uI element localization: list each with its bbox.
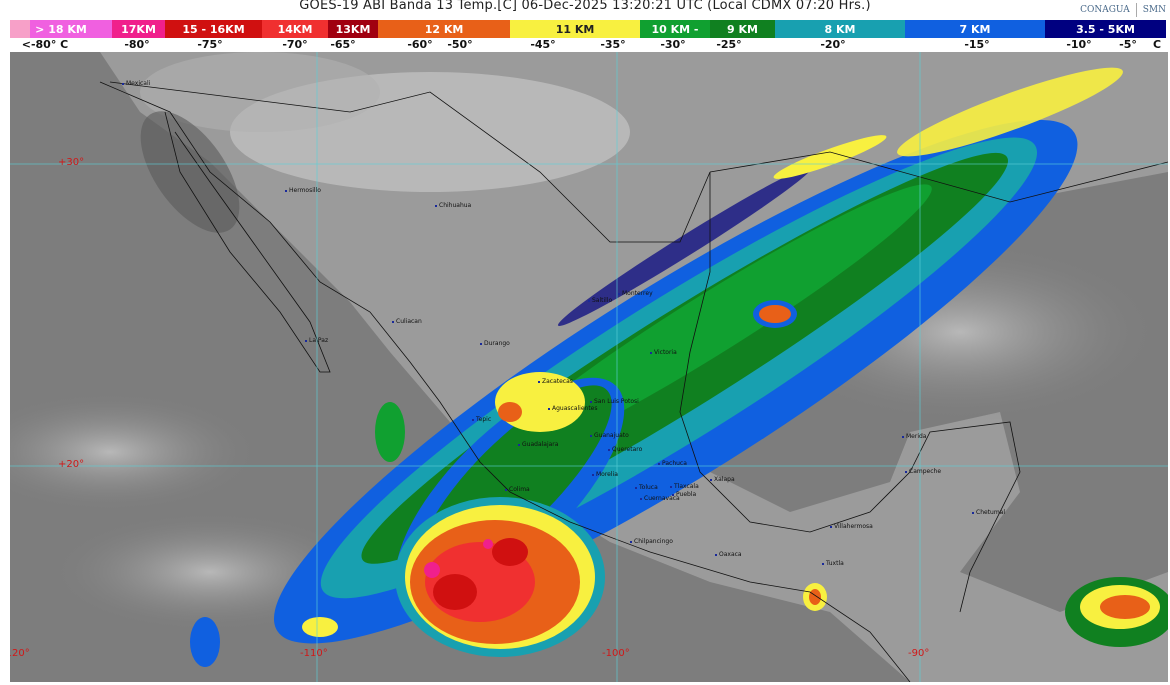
city-label: Campeche xyxy=(905,468,941,475)
city-label: Queretaro xyxy=(608,446,642,453)
legend-segment: 7 KM xyxy=(905,20,1045,38)
city-label: Guanajuato xyxy=(590,432,629,439)
city-label: Puebla xyxy=(672,491,696,498)
lat-label-30: +30° xyxy=(58,157,85,168)
cloud-layer xyxy=(10,52,1168,682)
city-label: Tlaxcala xyxy=(670,483,699,490)
city-label: Morelia xyxy=(592,471,618,478)
temperature-label: -80° xyxy=(124,38,150,51)
lat-label-20: +20° xyxy=(58,459,85,470)
legend-segment: 9 KM xyxy=(710,20,775,38)
logo-divider xyxy=(1135,3,1137,17)
city-label: Aguascalientes xyxy=(548,405,598,412)
city-label: Xalapa xyxy=(710,476,735,483)
temperature-label: -60° xyxy=(407,38,433,51)
temperature-label: -50° xyxy=(447,38,473,51)
city-label: Guadalajara xyxy=(518,441,558,448)
city-label: Colima xyxy=(505,486,530,493)
legend-segment: 15 - 16KM xyxy=(165,20,262,38)
lon-label-90: -90° xyxy=(908,648,930,659)
city-label: Merida xyxy=(902,433,927,440)
conagua-logo: CONAGUA xyxy=(1080,5,1130,15)
city-label: Culiacan xyxy=(392,318,422,325)
legend-segment: 11 KM xyxy=(510,20,640,38)
logos: CONAGUA SMN xyxy=(1080,3,1166,17)
temperature-label: -65° xyxy=(330,38,356,51)
lon-label-110: -110° xyxy=(300,648,328,659)
city-label: Monterrey xyxy=(618,290,653,297)
lat-lon-grid xyxy=(10,52,1168,682)
city-label: Chilpancingo xyxy=(630,538,673,545)
city-label: Victoria xyxy=(650,349,677,356)
city-label: Saltillo xyxy=(588,297,612,304)
temperature-label: -35° xyxy=(600,38,626,51)
temperature-label: -25° xyxy=(716,38,742,51)
city-label: La Paz xyxy=(305,337,328,344)
city-label: Tuxtla xyxy=(822,560,844,567)
legend-segment: 14KM xyxy=(262,20,328,38)
satellite-map: Mexicali Hermosillo Chihuahua Culiacan La Pa… xyxy=(10,52,1168,682)
temperature-label: <-80° C xyxy=(21,38,69,51)
temperature-label: -30° xyxy=(660,38,686,51)
city-label: Cuernavaca xyxy=(640,495,680,502)
city-label: Chihuahua xyxy=(435,202,471,209)
temperature-label: C xyxy=(1152,38,1162,51)
temperature-label: -15° xyxy=(964,38,990,51)
city-label: San Luis Potosi xyxy=(590,398,639,405)
temperature-label: -45° xyxy=(530,38,556,51)
temperature-label: -5° xyxy=(1119,38,1137,51)
city-label: Tepic xyxy=(472,416,491,423)
legend-segment: 3.5 - 5KM xyxy=(1045,20,1166,38)
temperature-label: -10° xyxy=(1066,38,1092,51)
legend-segment: 8 KM xyxy=(775,20,905,38)
city-label: Durango xyxy=(480,340,510,347)
legend-segment: 13KM xyxy=(328,20,378,38)
city-label: Pachuca xyxy=(658,460,687,467)
temperature-label: -75° xyxy=(197,38,223,51)
city-label: Chetumal xyxy=(972,509,1005,516)
smn-logo: SMN xyxy=(1142,5,1166,15)
city-label: Zacatecas xyxy=(538,378,573,385)
city-label: Toluca xyxy=(635,484,658,491)
lon-label-100: -100° xyxy=(602,648,630,659)
color-legend: > 18 KM 17KM 15 - 16KM 14KM 13KM 12 KM 11 KM 10… xyxy=(10,20,1166,38)
temperature-label: -20° xyxy=(820,38,846,51)
legend-segment: > 18 KM xyxy=(10,20,112,38)
legend-segment: 17KM xyxy=(112,20,165,38)
city-label: Mexicali xyxy=(122,80,150,87)
temperature-scale: <-80° C -80° -75° -70° -65° -60° -50° -45° -35° -… xyxy=(0,38,1170,52)
city-label: Oaxaca xyxy=(715,551,742,558)
legend-segment: 12 KM xyxy=(378,20,510,38)
image-title: GOES-19 ABI Banda 13 Temp.[C] 06-Dec-202… xyxy=(299,0,871,13)
temperature-label: -70° xyxy=(282,38,308,51)
legend-segment: 10 KM - xyxy=(640,20,710,38)
city-label: Hermosillo xyxy=(285,187,321,194)
city-label: Villahermosa xyxy=(830,523,873,530)
lon-label-120: -120° xyxy=(10,648,30,659)
